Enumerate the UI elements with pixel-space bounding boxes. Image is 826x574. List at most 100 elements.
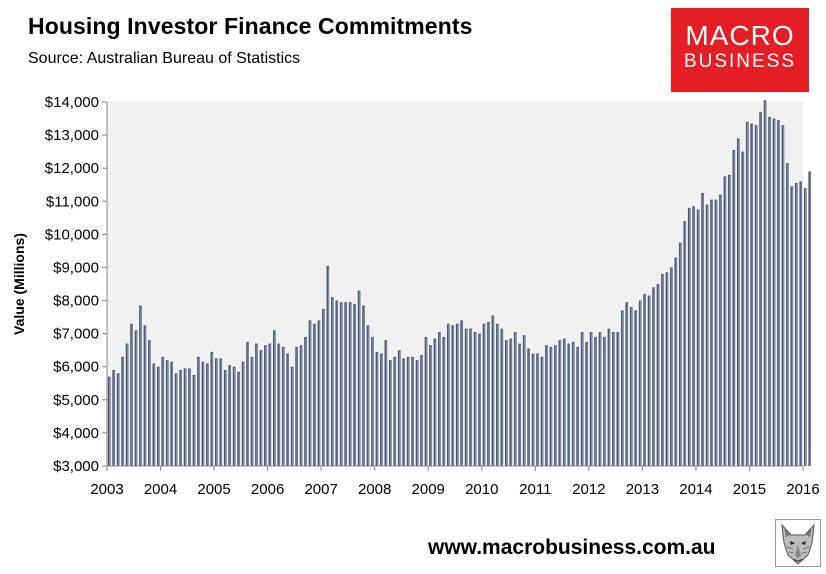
bar-highlight [684, 222, 686, 466]
y-tick-label: $4,000 [53, 425, 99, 442]
x-tick-label: 2011 [519, 481, 551, 498]
bar [442, 336, 446, 466]
bar [406, 356, 410, 466]
bar [634, 310, 638, 466]
bar-highlight [452, 326, 454, 466]
bar [388, 360, 392, 466]
bar [143, 325, 147, 466]
bar [201, 361, 205, 466]
bar [777, 120, 780, 466]
bar [741, 151, 745, 467]
bar [125, 343, 129, 466]
bar [192, 375, 196, 466]
y-tick-label: $6,000 [53, 359, 99, 376]
bar-highlight [305, 337, 307, 466]
bar-highlight [430, 346, 432, 466]
bar [174, 373, 178, 466]
bar [536, 353, 539, 466]
bar [339, 302, 343, 466]
bar [710, 199, 713, 467]
y-tick-label: $3,000 [53, 458, 99, 475]
bar-highlight [252, 357, 253, 466]
bar [647, 295, 651, 466]
x-tick-label: 2009 [412, 481, 445, 498]
bar-highlight [377, 352, 378, 466]
y-tick-label: $11,000 [46, 193, 99, 210]
bar-highlight [640, 301, 641, 466]
bar [451, 325, 455, 466]
bar [781, 125, 785, 466]
bar-highlight [680, 243, 682, 466]
bar-highlight [113, 371, 115, 466]
bar-highlight [323, 309, 325, 466]
bar [429, 345, 432, 466]
bar-highlight [765, 101, 766, 466]
bar-highlight [796, 184, 798, 466]
bar-highlight [354, 304, 356, 466]
x-tick-label: 2014 [679, 481, 712, 498]
bar [803, 188, 807, 466]
y-tick-label: $12,000 [45, 160, 99, 177]
bar-highlight [693, 207, 695, 466]
bar [616, 331, 620, 466]
bar [540, 356, 544, 466]
bar [509, 338, 513, 466]
bar [683, 221, 687, 466]
bar-highlight [791, 187, 793, 466]
bar-highlight [229, 366, 231, 466]
bar [438, 331, 441, 466]
bar [232, 366, 236, 466]
bar [714, 199, 718, 467]
bar-highlight [296, 347, 298, 466]
bar-highlight [725, 177, 726, 467]
bar-highlight [484, 324, 485, 466]
bar [264, 345, 267, 466]
bar-highlight [359, 291, 360, 466]
bar [219, 358, 223, 466]
bar [629, 307, 633, 466]
bar-highlight [189, 369, 191, 466]
bar [223, 370, 227, 466]
bar-highlight [510, 339, 512, 466]
bar-highlight [327, 266, 329, 466]
bar [228, 365, 232, 466]
bar [420, 355, 423, 466]
bar [701, 193, 704, 466]
bar [772, 118, 776, 466]
bar-highlight [435, 339, 436, 466]
bar-highlight [372, 337, 374, 466]
bar [272, 330, 276, 466]
bar-highlight [461, 321, 463, 466]
bar-highlight [702, 194, 704, 466]
bar-highlight [368, 326, 369, 466]
x-tick-label: 2003 [90, 481, 123, 498]
bar-highlight [751, 124, 753, 466]
bar-highlight [609, 329, 610, 466]
bar-highlight [577, 347, 579, 466]
bar [188, 368, 191, 466]
bar [357, 290, 361, 466]
bar [638, 300, 642, 466]
bar [424, 336, 428, 466]
bar [759, 111, 762, 466]
bar [567, 343, 571, 466]
website-url[interactable]: www.macrobusiness.com.au [428, 536, 716, 559]
x-tick-label: 2007 [304, 481, 337, 498]
bar [259, 350, 263, 466]
bar-highlight [658, 285, 659, 466]
x-tick-label: 2012 [572, 481, 605, 498]
bar [478, 333, 481, 466]
bar-highlight [390, 361, 392, 466]
bar-highlight [194, 376, 195, 466]
x-tick-label: 2015 [733, 481, 766, 498]
bar [790, 186, 794, 466]
bar [214, 358, 218, 466]
bar [576, 346, 580, 466]
bar-highlight [269, 344, 271, 466]
bar [335, 300, 339, 466]
bar [183, 368, 187, 466]
y-tick-label: $10,000 [45, 226, 99, 243]
bar-highlight [457, 324, 459, 466]
bar [397, 350, 401, 466]
